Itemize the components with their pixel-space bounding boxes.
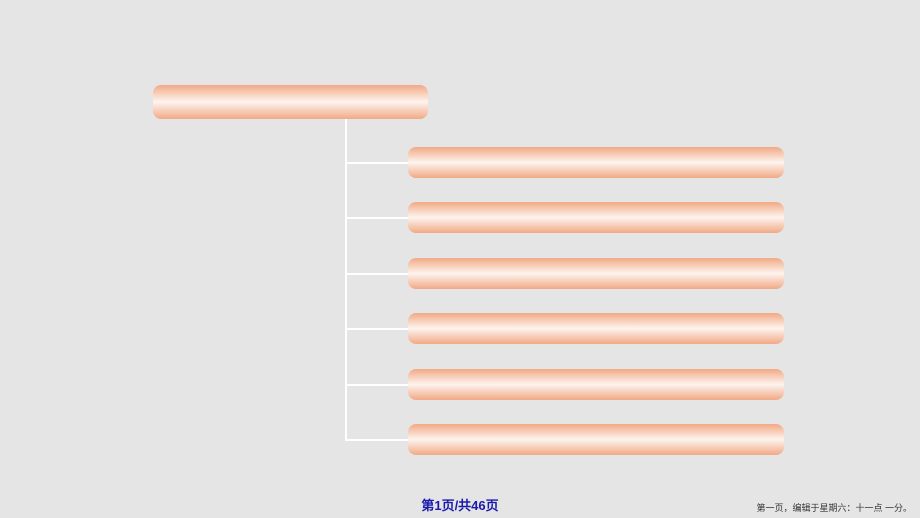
connector-branch-2: [345, 273, 408, 275]
connector-branch-4: [345, 384, 408, 386]
page-indicator-text: 第1页/共46页: [421, 498, 498, 513]
connector-branch-1: [345, 217, 408, 219]
tree-child-node-3: [408, 313, 784, 344]
tree-child-node-1: [408, 202, 784, 233]
tree-child-node-4: [408, 369, 784, 400]
tree-root-node: [153, 85, 428, 119]
tree-child-node-2: [408, 258, 784, 289]
edit-timestamp-text: 第一页，编辑于星期六：十一点 一分。: [756, 503, 912, 513]
edit-timestamp: 第一页，编辑于星期六：十一点 一分。: [756, 501, 912, 514]
connector-trunk: [345, 119, 347, 440]
tree-child-node-0: [408, 147, 784, 178]
diagram-canvas: [0, 0, 920, 518]
connector-branch-0: [345, 162, 408, 164]
connector-branch-5: [345, 439, 408, 441]
tree-child-node-5: [408, 424, 784, 455]
connector-branch-3: [345, 328, 408, 330]
